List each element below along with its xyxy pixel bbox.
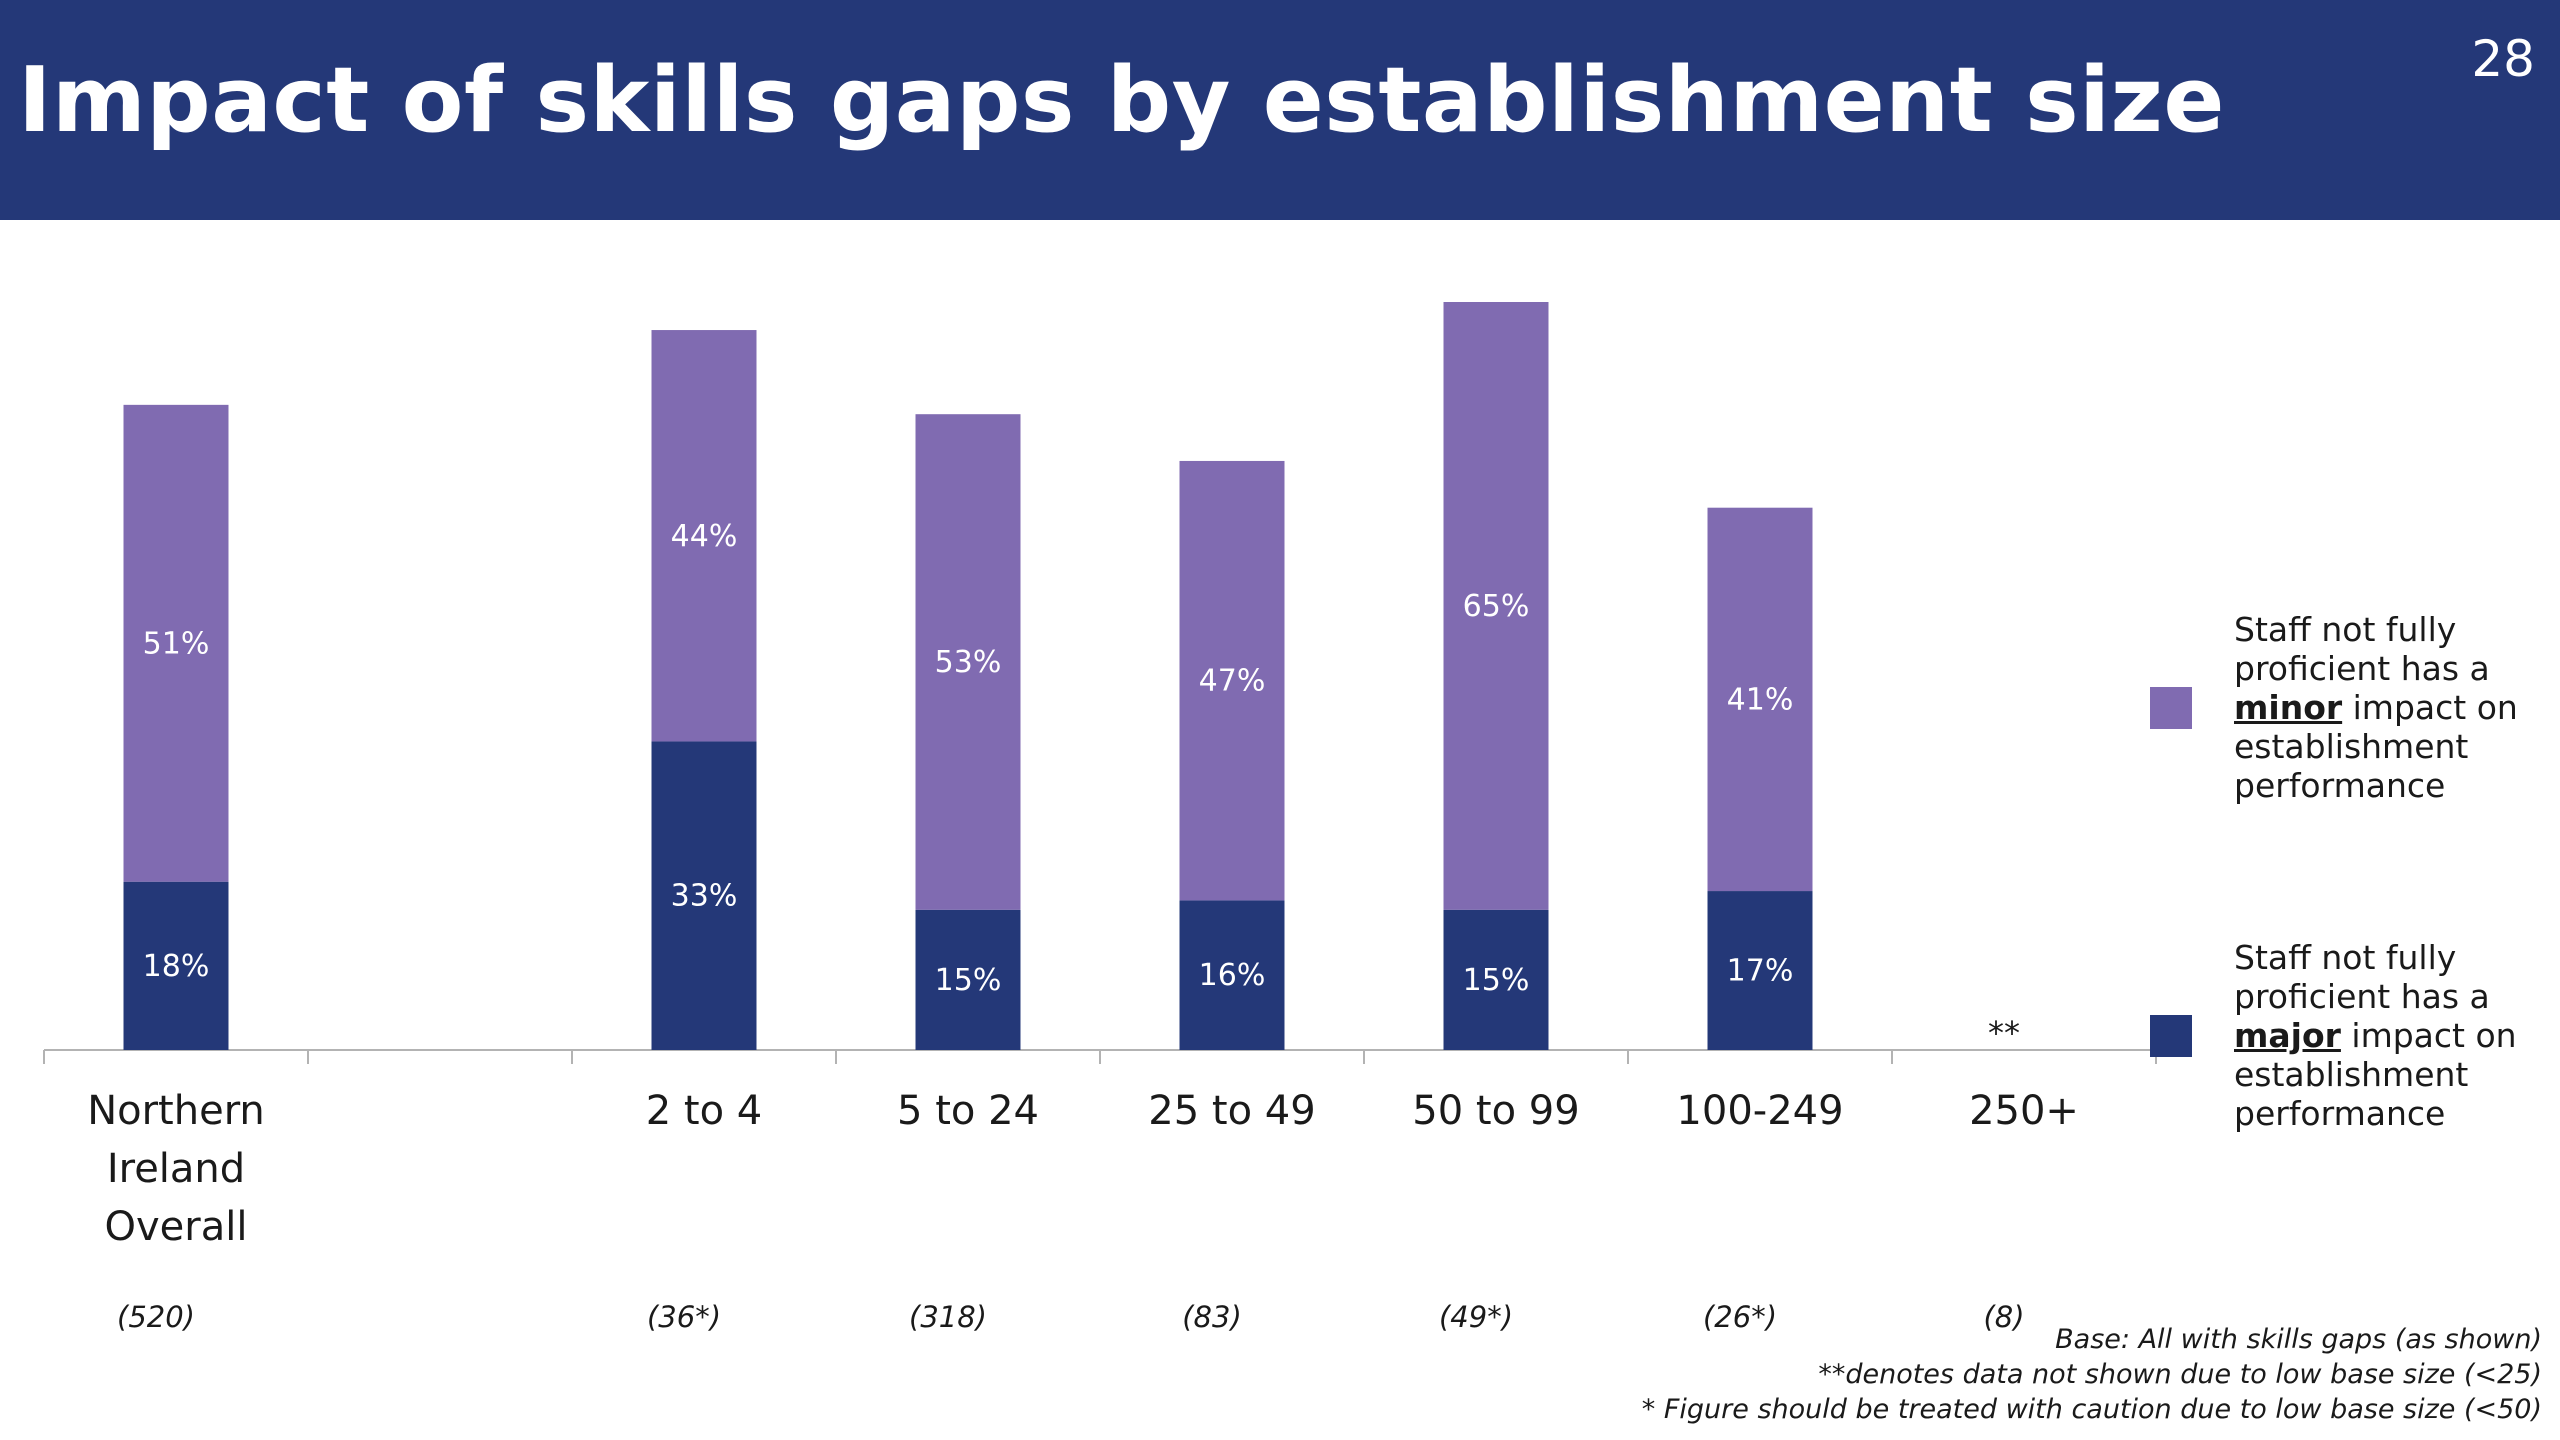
- data-label-minor: 51%: [143, 626, 210, 661]
- base-size-label: (36*): [647, 1300, 721, 1334]
- data-label-major: 33%: [671, 879, 738, 914]
- x-tick-label: 5 to 24: [897, 1088, 1039, 1134]
- legend-label-minor: Staff not fully proficient has a minor i…: [2234, 610, 2518, 805]
- bar-major: [1443, 909, 1549, 1050]
- footnotes: Base: All with skills gaps (as shown) **…: [1642, 1322, 2542, 1427]
- bar-minor: [1707, 507, 1813, 892]
- data-label-minor: 44%: [671, 519, 738, 554]
- x-tick-label: 250+: [1969, 1088, 2079, 1134]
- suppressed-data-marker: **: [1988, 1014, 2020, 1052]
- x-tick-label: 25 to 49: [1148, 1088, 1315, 1134]
- x-tick-label: Ireland: [107, 1146, 245, 1192]
- bar-minor: [123, 404, 229, 882]
- legend-major: Staff not fully proficient has a major i…: [2150, 938, 2524, 1133]
- data-label-major: 15%: [1463, 963, 1530, 998]
- x-tick-label: 100-249: [1676, 1088, 1843, 1134]
- header-bar: Impact of skills gaps by establishment s…: [0, 0, 2560, 220]
- bar-minor: [1179, 460, 1285, 901]
- base-size-label: (26*): [1703, 1300, 1777, 1334]
- bar-minor: [915, 414, 1021, 910]
- legend-swatch-major: [2150, 1014, 2192, 1057]
- base-size-label: (520): [117, 1300, 195, 1334]
- bar-major: [1179, 900, 1285, 1050]
- data-label-minor: 41%: [1727, 682, 1794, 717]
- data-label-major: 15%: [935, 963, 1002, 998]
- base-size-label: (8): [1983, 1300, 2024, 1334]
- slide-number: 28: [2471, 30, 2535, 88]
- stacked-bar-chart: 18% 51% Northern Ireland Overall (520) 33% 44% 2…: [43, 302, 2157, 1334]
- base-note: Base: All with skills gaps (as shown): [2055, 1324, 2542, 1355]
- x-tick-label: 2 to 4: [646, 1088, 762, 1134]
- bar-major: [1707, 891, 1813, 1050]
- page-title: Impact of skills gaps by establishment s…: [18, 48, 2225, 153]
- legend-minor: Staff not fully proficient has a minor i…: [2150, 610, 2524, 805]
- suppression-note: **denotes data not shown due to low base…: [1818, 1359, 2542, 1390]
- bar-minor: [1443, 302, 1549, 910]
- base-size-label: (318): [909, 1300, 987, 1334]
- data-label-minor: 53%: [935, 645, 1002, 680]
- x-tick-label: 50 to 99: [1412, 1088, 1579, 1134]
- bar-minor: [651, 330, 757, 742]
- data-label-minor: 65%: [1463, 589, 1530, 624]
- data-label-major: 16%: [1199, 958, 1266, 993]
- base-size-label: (49*): [1439, 1300, 1513, 1334]
- x-tick-label: Overall: [105, 1204, 248, 1250]
- caution-note: * Figure should be treated with caution …: [1641, 1394, 2542, 1425]
- x-tick-label: Northern: [87, 1088, 265, 1134]
- data-label-major: 18%: [143, 949, 210, 984]
- bar-major: [915, 909, 1021, 1050]
- data-label-major: 17%: [1727, 954, 1794, 989]
- data-label-minor: 47%: [1199, 664, 1266, 699]
- bar-major: [123, 881, 229, 1050]
- base-size-label: (83): [1182, 1300, 1242, 1334]
- legend-swatch-minor: [2150, 686, 2192, 729]
- legend-label-major: Staff not fully proficient has a major i…: [2234, 938, 2517, 1133]
- bar-major: [651, 741, 757, 1050]
